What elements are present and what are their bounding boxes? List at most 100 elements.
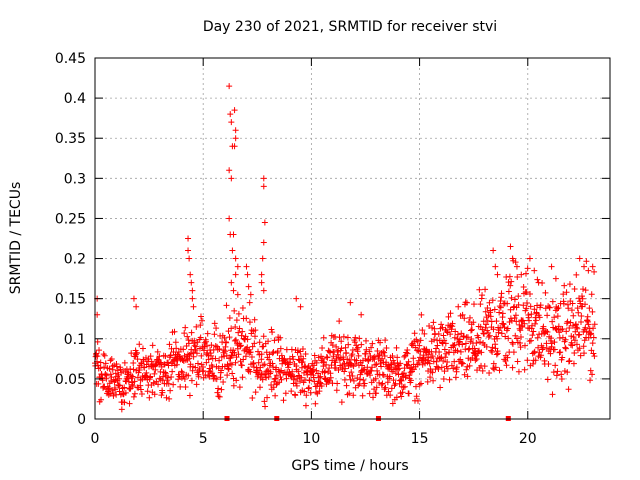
data-point bbox=[435, 366, 442, 373]
data-point bbox=[94, 338, 101, 345]
data-point bbox=[558, 376, 565, 383]
data-point bbox=[147, 353, 154, 360]
data-point bbox=[289, 373, 296, 380]
data-point bbox=[130, 360, 137, 367]
data-point bbox=[560, 300, 567, 307]
data-point bbox=[515, 368, 522, 375]
data-point bbox=[162, 369, 169, 376]
data-point bbox=[413, 347, 420, 354]
data-point bbox=[508, 317, 515, 324]
x-tick-label: 0 bbox=[91, 431, 100, 447]
data-point bbox=[303, 392, 310, 399]
data-point bbox=[572, 321, 579, 328]
data-point bbox=[458, 359, 465, 366]
data-point bbox=[448, 326, 455, 333]
data-point bbox=[273, 364, 280, 371]
data-point bbox=[116, 375, 123, 382]
data-point bbox=[548, 263, 555, 270]
data-point bbox=[229, 370, 236, 377]
data-point bbox=[393, 344, 400, 351]
data-point bbox=[565, 386, 572, 393]
data-point bbox=[562, 345, 569, 352]
data-point bbox=[223, 339, 230, 346]
data-point bbox=[315, 370, 322, 377]
data-point bbox=[213, 325, 220, 332]
data-point bbox=[154, 348, 161, 355]
data-point bbox=[328, 362, 335, 369]
data-point bbox=[248, 354, 255, 361]
data-point bbox=[182, 383, 189, 390]
data-point bbox=[515, 293, 522, 300]
data-point bbox=[431, 336, 438, 343]
data-point bbox=[108, 356, 115, 363]
data-point bbox=[318, 383, 325, 390]
data-point bbox=[590, 334, 597, 341]
data-point bbox=[327, 374, 334, 381]
data-point bbox=[505, 279, 512, 286]
data-point bbox=[125, 378, 132, 385]
x-tick-label: 10 bbox=[302, 431, 320, 447]
data-point bbox=[581, 350, 588, 357]
data-point bbox=[569, 300, 576, 307]
data-point bbox=[141, 364, 148, 371]
data-point bbox=[391, 359, 398, 366]
data-point bbox=[518, 271, 525, 278]
data-point bbox=[382, 384, 389, 391]
data-point bbox=[363, 337, 370, 344]
data-point bbox=[402, 372, 409, 379]
data-point bbox=[225, 328, 232, 335]
data-point bbox=[272, 375, 279, 382]
data-point bbox=[362, 350, 369, 357]
data-point bbox=[335, 367, 342, 374]
data-point bbox=[336, 318, 343, 325]
data-point bbox=[198, 317, 205, 324]
data-point bbox=[305, 384, 312, 391]
data-point bbox=[384, 379, 391, 386]
data-point bbox=[423, 347, 430, 354]
data-point bbox=[237, 343, 244, 350]
data-points bbox=[92, 83, 598, 413]
plot-frame bbox=[94, 57, 611, 420]
data-point bbox=[488, 347, 495, 354]
data-point bbox=[239, 304, 246, 311]
data-point bbox=[381, 353, 388, 360]
y-tick-label: 0 bbox=[77, 412, 86, 428]
data-point bbox=[398, 393, 405, 400]
data-point bbox=[527, 290, 534, 297]
data-point bbox=[106, 385, 113, 392]
data-point bbox=[389, 400, 396, 407]
data-point bbox=[310, 374, 317, 381]
data-point bbox=[188, 377, 195, 384]
data-point bbox=[316, 374, 323, 381]
data-point bbox=[323, 353, 330, 360]
data-point bbox=[388, 361, 395, 368]
data-point bbox=[245, 283, 252, 290]
data-point bbox=[192, 364, 199, 371]
data-point bbox=[377, 339, 384, 346]
data-point bbox=[233, 377, 240, 384]
data-point bbox=[588, 291, 595, 298]
data-point bbox=[236, 325, 243, 332]
data-point bbox=[344, 334, 351, 341]
data-point bbox=[101, 364, 108, 371]
data-point bbox=[257, 384, 264, 391]
data-point bbox=[535, 344, 542, 351]
data-point bbox=[591, 321, 598, 328]
data-point bbox=[189, 287, 196, 294]
data-point bbox=[228, 279, 235, 286]
y-tick-label: 0.05 bbox=[55, 372, 86, 388]
data-point bbox=[544, 328, 551, 335]
data-point bbox=[204, 330, 211, 337]
data-point bbox=[242, 353, 249, 360]
data-point bbox=[481, 363, 488, 370]
data-point bbox=[549, 391, 556, 398]
data-point bbox=[476, 286, 483, 293]
data-point bbox=[552, 362, 559, 369]
data-point bbox=[543, 328, 550, 335]
data-point bbox=[269, 329, 276, 336]
data-point bbox=[548, 335, 555, 342]
data-point bbox=[530, 328, 537, 335]
data-point bbox=[589, 340, 596, 347]
data-point bbox=[520, 302, 527, 309]
data-point bbox=[444, 358, 451, 365]
